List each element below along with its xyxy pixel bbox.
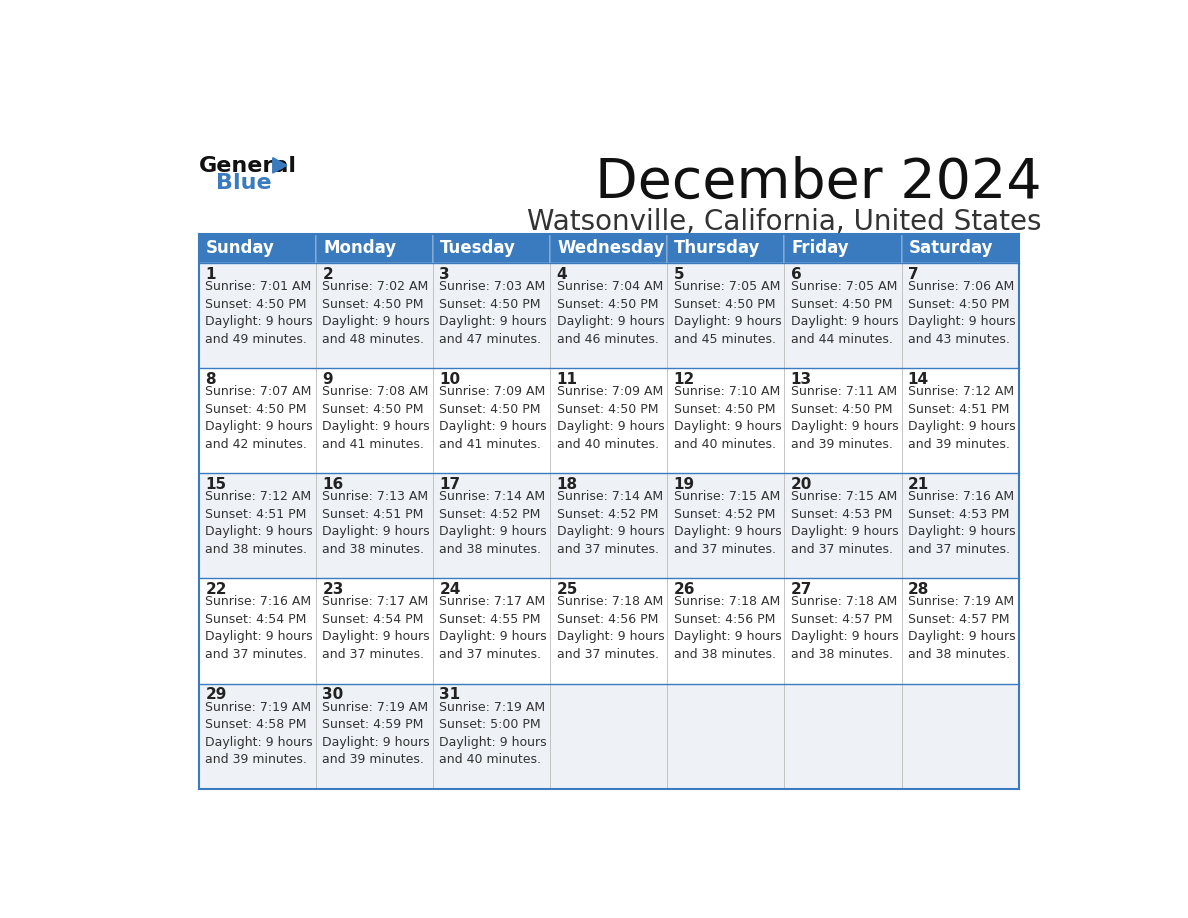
Bar — [200, 578, 1018, 684]
Bar — [200, 263, 1018, 368]
Bar — [200, 368, 1018, 474]
Text: Blue: Blue — [216, 174, 272, 193]
Text: 15: 15 — [206, 477, 227, 492]
Text: Sunrise: 7:19 AM
Sunset: 4:58 PM
Daylight: 9 hours
and 39 minutes.: Sunrise: 7:19 AM Sunset: 4:58 PM Dayligh… — [206, 700, 312, 766]
Text: 19: 19 — [674, 477, 695, 492]
Bar — [902, 234, 1018, 263]
Text: 29: 29 — [206, 688, 227, 702]
Text: Sunrise: 7:06 AM
Sunset: 4:50 PM
Daylight: 9 hours
and 43 minutes.: Sunrise: 7:06 AM Sunset: 4:50 PM Dayligh… — [908, 280, 1016, 345]
Text: 13: 13 — [791, 372, 811, 387]
Text: 24: 24 — [440, 582, 461, 598]
Text: Sunrise: 7:15 AM
Sunset: 4:53 PM
Daylight: 9 hours
and 37 minutes.: Sunrise: 7:15 AM Sunset: 4:53 PM Dayligh… — [791, 490, 898, 555]
Text: 2: 2 — [322, 267, 333, 282]
Text: 5: 5 — [674, 267, 684, 282]
Text: Sunrise: 7:16 AM
Sunset: 4:53 PM
Daylight: 9 hours
and 37 minutes.: Sunrise: 7:16 AM Sunset: 4:53 PM Dayligh… — [908, 490, 1016, 555]
Text: 17: 17 — [440, 477, 461, 492]
Text: Sunrise: 7:11 AM
Sunset: 4:50 PM
Daylight: 9 hours
and 39 minutes.: Sunrise: 7:11 AM Sunset: 4:50 PM Dayligh… — [791, 386, 898, 451]
Text: Watsonville, California, United States: Watsonville, California, United States — [527, 207, 1042, 236]
Text: December 2024: December 2024 — [595, 156, 1042, 210]
Text: Sunrise: 7:05 AM
Sunset: 4:50 PM
Daylight: 9 hours
and 44 minutes.: Sunrise: 7:05 AM Sunset: 4:50 PM Dayligh… — [791, 280, 898, 345]
Text: 7: 7 — [908, 267, 918, 282]
Text: 14: 14 — [908, 372, 929, 387]
Text: 27: 27 — [791, 582, 813, 598]
Bar — [434, 234, 550, 263]
Text: Wednesday: Wednesday — [557, 240, 664, 257]
Text: 30: 30 — [322, 688, 343, 702]
Text: 4: 4 — [556, 267, 567, 282]
Text: 31: 31 — [440, 688, 461, 702]
Text: Sunday: Sunday — [206, 240, 274, 257]
Text: General: General — [200, 156, 297, 176]
Text: Sunrise: 7:17 AM
Sunset: 4:54 PM
Daylight: 9 hours
and 37 minutes.: Sunrise: 7:17 AM Sunset: 4:54 PM Dayligh… — [322, 596, 430, 661]
Text: Sunrise: 7:01 AM
Sunset: 4:50 PM
Daylight: 9 hours
and 49 minutes.: Sunrise: 7:01 AM Sunset: 4:50 PM Dayligh… — [206, 280, 312, 345]
Text: Sunrise: 7:03 AM
Sunset: 4:50 PM
Daylight: 9 hours
and 47 minutes.: Sunrise: 7:03 AM Sunset: 4:50 PM Dayligh… — [440, 280, 548, 345]
Text: Sunrise: 7:18 AM
Sunset: 4:56 PM
Daylight: 9 hours
and 37 minutes.: Sunrise: 7:18 AM Sunset: 4:56 PM Dayligh… — [556, 596, 664, 661]
Text: Sunrise: 7:14 AM
Sunset: 4:52 PM
Daylight: 9 hours
and 37 minutes.: Sunrise: 7:14 AM Sunset: 4:52 PM Dayligh… — [556, 490, 664, 555]
Text: Sunrise: 7:08 AM
Sunset: 4:50 PM
Daylight: 9 hours
and 41 minutes.: Sunrise: 7:08 AM Sunset: 4:50 PM Dayligh… — [322, 386, 430, 451]
Text: Sunrise: 7:09 AM
Sunset: 4:50 PM
Daylight: 9 hours
and 41 minutes.: Sunrise: 7:09 AM Sunset: 4:50 PM Dayligh… — [440, 386, 548, 451]
Text: 10: 10 — [440, 372, 461, 387]
Text: 18: 18 — [556, 477, 577, 492]
Text: 12: 12 — [674, 372, 695, 387]
Text: Sunrise: 7:02 AM
Sunset: 4:50 PM
Daylight: 9 hours
and 48 minutes.: Sunrise: 7:02 AM Sunset: 4:50 PM Dayligh… — [322, 280, 430, 345]
Text: Sunrise: 7:13 AM
Sunset: 4:51 PM
Daylight: 9 hours
and 38 minutes.: Sunrise: 7:13 AM Sunset: 4:51 PM Dayligh… — [322, 490, 430, 555]
Text: Sunrise: 7:18 AM
Sunset: 4:57 PM
Daylight: 9 hours
and 38 minutes.: Sunrise: 7:18 AM Sunset: 4:57 PM Dayligh… — [791, 596, 898, 661]
Text: 9: 9 — [322, 372, 333, 387]
Text: 22: 22 — [206, 582, 227, 598]
Text: Sunrise: 7:07 AM
Sunset: 4:50 PM
Daylight: 9 hours
and 42 minutes.: Sunrise: 7:07 AM Sunset: 4:50 PM Dayligh… — [206, 386, 312, 451]
Text: Sunrise: 7:19 AM
Sunset: 5:00 PM
Daylight: 9 hours
and 40 minutes.: Sunrise: 7:19 AM Sunset: 5:00 PM Dayligh… — [440, 700, 548, 766]
Bar — [200, 684, 1018, 789]
Text: Sunrise: 7:10 AM
Sunset: 4:50 PM
Daylight: 9 hours
and 40 minutes.: Sunrise: 7:10 AM Sunset: 4:50 PM Dayligh… — [674, 386, 782, 451]
Text: Sunrise: 7:05 AM
Sunset: 4:50 PM
Daylight: 9 hours
and 45 minutes.: Sunrise: 7:05 AM Sunset: 4:50 PM Dayligh… — [674, 280, 782, 345]
Text: Sunrise: 7:18 AM
Sunset: 4:56 PM
Daylight: 9 hours
and 38 minutes.: Sunrise: 7:18 AM Sunset: 4:56 PM Dayligh… — [674, 596, 782, 661]
Text: Sunrise: 7:12 AM
Sunset: 4:51 PM
Daylight: 9 hours
and 38 minutes.: Sunrise: 7:12 AM Sunset: 4:51 PM Dayligh… — [206, 490, 312, 555]
Text: 21: 21 — [908, 477, 929, 492]
Text: Sunrise: 7:16 AM
Sunset: 4:54 PM
Daylight: 9 hours
and 37 minutes.: Sunrise: 7:16 AM Sunset: 4:54 PM Dayligh… — [206, 596, 312, 661]
Text: 26: 26 — [674, 582, 695, 598]
Bar — [550, 234, 668, 263]
Text: Sunrise: 7:15 AM
Sunset: 4:52 PM
Daylight: 9 hours
and 37 minutes.: Sunrise: 7:15 AM Sunset: 4:52 PM Dayligh… — [674, 490, 782, 555]
Bar — [784, 234, 902, 263]
Text: Sunrise: 7:14 AM
Sunset: 4:52 PM
Daylight: 9 hours
and 38 minutes.: Sunrise: 7:14 AM Sunset: 4:52 PM Dayligh… — [440, 490, 548, 555]
Text: Sunrise: 7:17 AM
Sunset: 4:55 PM
Daylight: 9 hours
and 37 minutes.: Sunrise: 7:17 AM Sunset: 4:55 PM Dayligh… — [440, 596, 548, 661]
Bar — [200, 234, 316, 263]
Text: 28: 28 — [908, 582, 929, 598]
Text: 11: 11 — [556, 372, 577, 387]
Text: Sunrise: 7:09 AM
Sunset: 4:50 PM
Daylight: 9 hours
and 40 minutes.: Sunrise: 7:09 AM Sunset: 4:50 PM Dayligh… — [556, 386, 664, 451]
Text: 3: 3 — [440, 267, 450, 282]
Bar — [316, 234, 434, 263]
Text: 23: 23 — [322, 582, 343, 598]
Text: Tuesday: Tuesday — [441, 240, 516, 257]
Text: Friday: Friday — [791, 240, 849, 257]
Text: Monday: Monday — [323, 240, 397, 257]
Bar — [200, 474, 1018, 578]
Polygon shape — [273, 158, 286, 174]
Text: 25: 25 — [556, 582, 577, 598]
Text: 6: 6 — [791, 267, 802, 282]
Text: Saturday: Saturday — [909, 240, 993, 257]
Text: 16: 16 — [322, 477, 343, 492]
Text: Thursday: Thursday — [675, 240, 760, 257]
Text: 1: 1 — [206, 267, 216, 282]
Text: Sunrise: 7:12 AM
Sunset: 4:51 PM
Daylight: 9 hours
and 39 minutes.: Sunrise: 7:12 AM Sunset: 4:51 PM Dayligh… — [908, 386, 1016, 451]
Text: Sunrise: 7:04 AM
Sunset: 4:50 PM
Daylight: 9 hours
and 46 minutes.: Sunrise: 7:04 AM Sunset: 4:50 PM Dayligh… — [556, 280, 664, 345]
Bar — [668, 234, 784, 263]
Text: Sunrise: 7:19 AM
Sunset: 4:59 PM
Daylight: 9 hours
and 39 minutes.: Sunrise: 7:19 AM Sunset: 4:59 PM Dayligh… — [322, 700, 430, 766]
Text: 20: 20 — [791, 477, 813, 492]
Text: 8: 8 — [206, 372, 216, 387]
Text: Sunrise: 7:19 AM
Sunset: 4:57 PM
Daylight: 9 hours
and 38 minutes.: Sunrise: 7:19 AM Sunset: 4:57 PM Dayligh… — [908, 596, 1016, 661]
